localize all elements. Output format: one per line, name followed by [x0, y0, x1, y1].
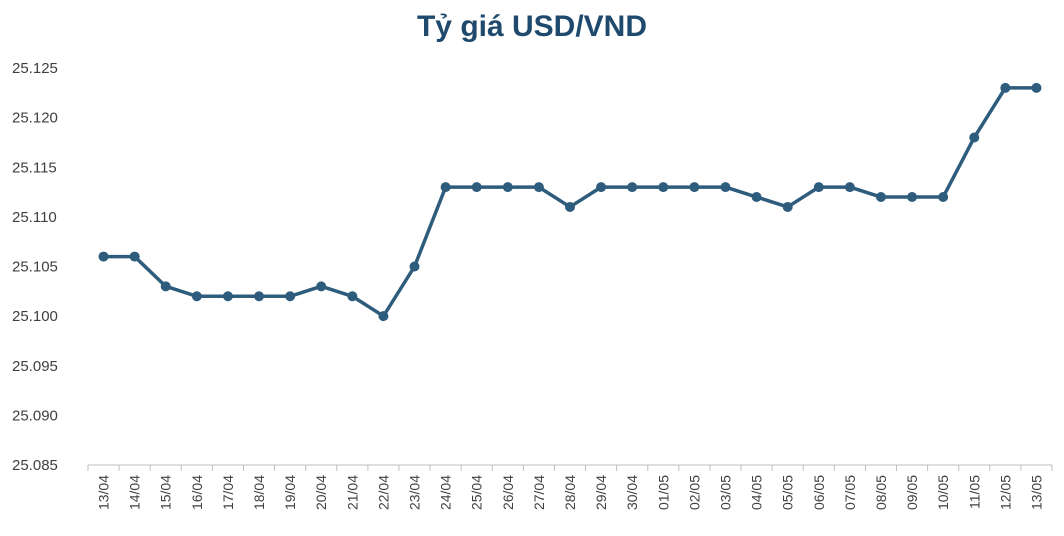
data-point [502, 182, 513, 193]
x-tick-label: 25/04 [469, 475, 485, 510]
data-point [285, 291, 296, 302]
x-tick-label: 12/05 [997, 475, 1013, 510]
x-tick-label: 05/05 [780, 475, 796, 510]
data-point [1031, 82, 1042, 93]
y-axis: 25.085 25.090 25.095 25.100 25.105 25.110 25.1… [12, 60, 58, 474]
x-tick-label: 07/05 [842, 475, 858, 510]
data-point [347, 291, 358, 302]
x-tick-label: 24/04 [438, 475, 454, 510]
data-point [751, 192, 762, 203]
x-tick-label: 28/04 [562, 475, 578, 510]
data-point [129, 251, 140, 262]
chart-title: Tỷ giá USD/VND [416, 10, 648, 43]
x-tick-label: 13/05 [1028, 475, 1044, 510]
y-tick-label: 25.085 [12, 457, 58, 474]
y-tick-label: 25.105 [12, 259, 58, 276]
x-tick-label: 21/04 [344, 475, 360, 510]
data-point [938, 192, 949, 203]
data-point [254, 291, 265, 302]
x-tick-label: 19/04 [282, 475, 298, 510]
y-tick-label: 25.115 [12, 159, 57, 176]
data-point [533, 182, 544, 193]
x-tick-label: 03/05 [717, 475, 733, 510]
x-tick-label: 13/04 [96, 475, 112, 510]
x-tick-label: 01/05 [655, 475, 671, 510]
y-tick-label: 25.090 [12, 407, 58, 424]
y-tick-label: 25.120 [12, 110, 58, 127]
x-tick-label: 23/04 [407, 475, 423, 510]
data-point [844, 182, 855, 193]
y-tick-label: 25.095 [12, 358, 58, 375]
x-tick-label: 09/05 [904, 475, 920, 510]
data-point [782, 201, 793, 212]
x-tick-label: 26/04 [500, 475, 516, 510]
x-tick-label: 04/05 [749, 475, 765, 510]
data-point [471, 182, 482, 193]
series-layer [98, 82, 1042, 322]
data-point [378, 311, 389, 322]
data-point [907, 192, 918, 203]
x-tick-label: 20/04 [313, 475, 329, 510]
data-point [720, 182, 731, 193]
x-tick-label: 15/04 [158, 475, 174, 510]
x-tick-label: 17/04 [220, 475, 236, 510]
y-tick-label: 25.110 [12, 209, 57, 226]
x-tick-label: 27/04 [531, 475, 547, 510]
x-tick-label: 22/04 [375, 475, 391, 510]
x-tick-label: 10/05 [935, 475, 951, 510]
x-tick-label: 18/04 [251, 475, 267, 510]
data-point [596, 182, 607, 193]
x-tick-label: 06/05 [811, 475, 827, 510]
data-point [191, 291, 202, 302]
data-point [98, 251, 109, 262]
x-tick-label: 02/05 [686, 475, 702, 510]
data-point [969, 132, 980, 143]
x-tick-label: 14/04 [127, 475, 143, 510]
data-point [565, 201, 575, 212]
x-tick-label: 30/04 [624, 475, 640, 510]
data-point [875, 192, 886, 203]
x-tick-label: 08/05 [873, 475, 889, 510]
data-point [440, 182, 451, 193]
data-point [160, 281, 171, 292]
data-point [409, 261, 420, 272]
data-point [222, 291, 233, 302]
x-tick-label: 11/05 [966, 475, 982, 509]
y-tick-label: 25.100 [12, 308, 58, 325]
x-tick-label: 29/04 [593, 475, 609, 510]
x-axis: 13/04 14/04 15/04 16/04 17/04 18/04 19/04 20/04… [87, 464, 1053, 510]
data-point [658, 182, 669, 193]
data-point [689, 182, 700, 193]
y-tick-label: 25.125 [12, 60, 58, 77]
data-point [1000, 82, 1011, 93]
data-point [627, 182, 638, 193]
data-point [316, 281, 327, 292]
data-point [813, 182, 824, 193]
x-tick-label: 16/04 [189, 475, 205, 510]
